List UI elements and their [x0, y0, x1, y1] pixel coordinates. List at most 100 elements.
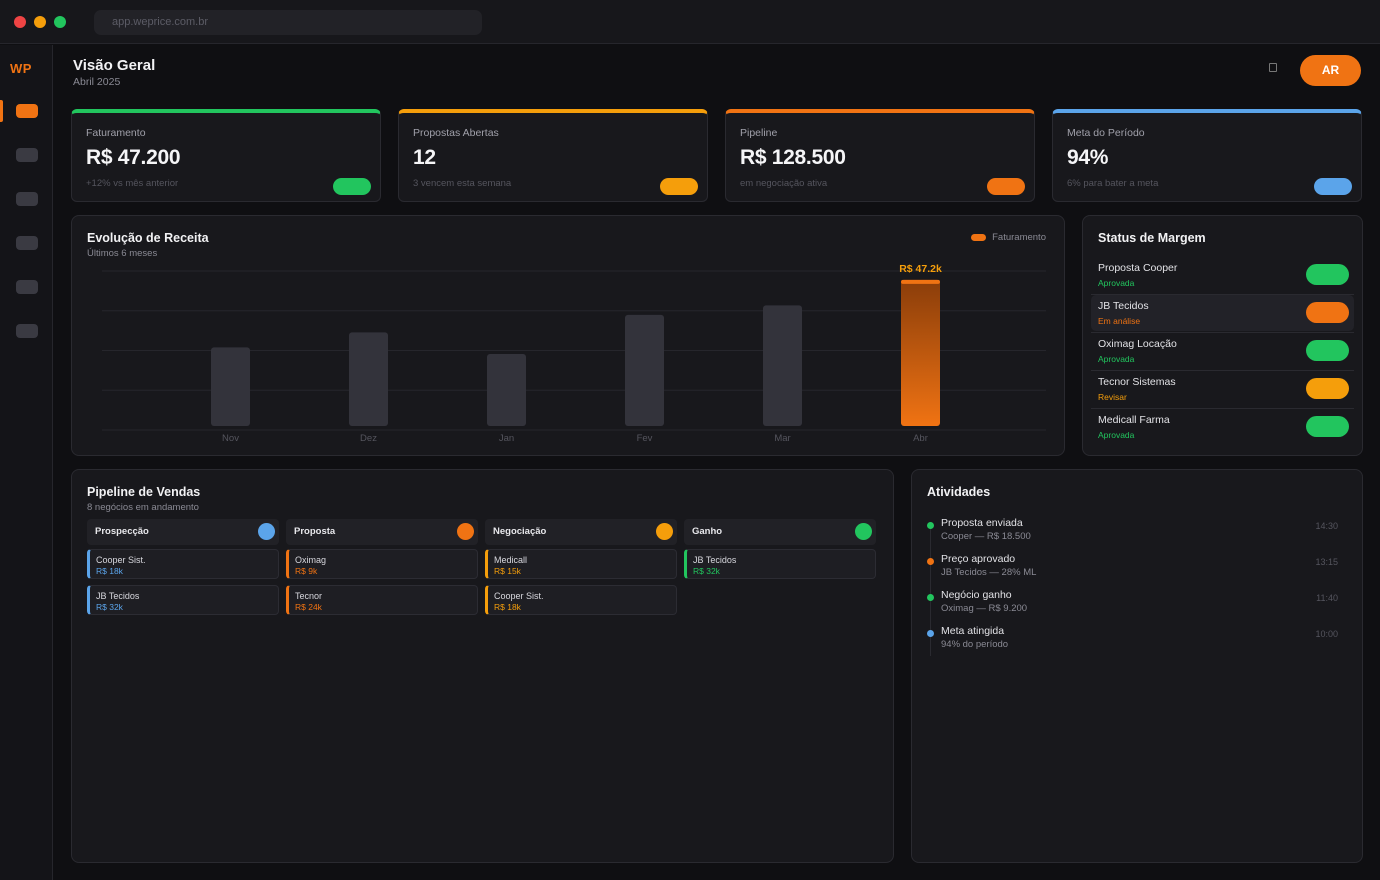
revenue-bar-mar[interactable]: [763, 305, 802, 426]
deal-card[interactable]: Cooper Sist. R$ 18k: [485, 585, 677, 615]
page-title: Visão Geral: [73, 57, 156, 74]
revenue-bar-jan[interactable]: [487, 353, 526, 426]
close-window-button[interactable]: [14, 16, 26, 28]
margin-row[interactable]: Tecnor Sistemas Revisar: [1091, 371, 1354, 407]
url-bar[interactable]: app.weprice.com.br: [94, 10, 482, 35]
pipeline-column-header[interactable]: Prospecção: [87, 519, 279, 545]
pipeline-column-dot: [855, 523, 872, 540]
revenue-bar-abr[interactable]: [901, 279, 940, 426]
user-avatar[interactable]: AR: [1300, 55, 1361, 86]
kpi-status-pill: [660, 178, 698, 195]
deal-name: Oximag: [295, 555, 327, 565]
margin-status-pill[interactable]: [1306, 340, 1349, 361]
kpi-card-open-proposals[interactable]: Propostas Abertas 12 3 vencem esta seman…: [398, 109, 708, 202]
maximize-window-button[interactable]: [54, 16, 66, 28]
notification-icon[interactable]: [1269, 63, 1277, 72]
pipeline-subtitle: 8 negócios em andamento: [87, 502, 199, 513]
deal-card[interactable]: JB Tecidos R$ 32k: [87, 585, 279, 615]
kpi-label: Faturamento: [86, 127, 146, 139]
legend-swatch: [971, 234, 987, 241]
activity-title: Negócio ganho: [941, 589, 1012, 601]
revenue-bar-nov[interactable]: [211, 347, 250, 426]
deal-card[interactable]: Oximag R$ 9k: [286, 549, 478, 579]
sidebar-item-pipeline-icon[interactable]: [16, 192, 38, 206]
deal-value: R$ 18k: [494, 602, 521, 612]
activity-dot: [927, 594, 934, 601]
kpi-status-pill: [333, 178, 371, 195]
deal-card[interactable]: Cooper Sist. R$ 18k: [87, 549, 279, 579]
kpi-value: R$ 47.200: [86, 146, 181, 169]
margin-status-text: Aprovada: [1098, 430, 1135, 440]
revenue-bar-fev[interactable]: [625, 314, 664, 426]
kpi-value: 94%: [1067, 146, 1109, 169]
x-tick-label: Abr: [913, 433, 928, 444]
deal-value: R$ 15k: [494, 566, 521, 576]
margin-row[interactable]: Proposta Cooper Aprovada: [1091, 257, 1354, 293]
activity-detail: 94% do período: [941, 639, 1009, 650]
deal-card[interactable]: Medicall R$ 15k: [485, 549, 677, 579]
margin-proposal-name: Medicall Farma: [1098, 414, 1170, 426]
app-logo[interactable]: WP: [10, 61, 32, 76]
x-tick-label: Nov: [222, 433, 239, 444]
sidebar-item-clients-icon[interactable]: [16, 236, 38, 250]
revenue-bar-dez[interactable]: [349, 332, 388, 426]
kpi-label: Propostas Abertas: [413, 127, 499, 139]
row-divider: [1091, 408, 1354, 409]
kpi-card-revenue[interactable]: Faturamento R$ 47.200 +12% vs mês anteri…: [71, 109, 381, 202]
pipeline-column-header[interactable]: Negociação: [485, 519, 677, 545]
margin-status-text: Aprovada: [1098, 278, 1135, 288]
deal-name: Cooper Sist.: [96, 555, 146, 565]
pipeline-column-dot: [457, 523, 474, 540]
deal-card[interactable]: Tecnor R$ 24k: [286, 585, 478, 615]
kpi-note: 3 vencem esta semana: [413, 178, 512, 189]
margin-proposal-name: Oximag Locação: [1098, 338, 1177, 350]
pipeline-column-header[interactable]: Ganho: [684, 519, 876, 545]
minimize-window-button[interactable]: [34, 16, 46, 28]
margin-status-pill[interactable]: [1306, 416, 1349, 437]
kpi-card-period-goal[interactable]: Meta do Período 94% 6% para bater a meta: [1052, 109, 1362, 202]
activity-title: Preço aprovado: [941, 553, 1016, 565]
deal-value: R$ 32k: [693, 566, 720, 576]
activity-time: 10:00: [1315, 629, 1338, 639]
pipeline-column-name: Ganho: [692, 526, 723, 537]
x-tick-label: Fev: [637, 433, 653, 444]
activity-dot: [927, 522, 934, 529]
sidebar-item-proposals-icon[interactable]: [16, 148, 38, 162]
kpi-value: 12: [413, 146, 436, 169]
pipeline-column-dot: [656, 523, 673, 540]
sidebar-item-settings-icon[interactable]: [16, 324, 38, 338]
sales-pipeline-panel: Pipeline de Vendas 8 negócios em andamen…: [71, 469, 894, 863]
activities-title: Atividades: [927, 485, 991, 499]
margin-status-title: Status de Margem: [1098, 231, 1206, 245]
margin-status-pill[interactable]: [1306, 378, 1349, 399]
timeline-line: [930, 526, 931, 656]
revenue-chart-title: Evolução de Receita: [87, 231, 209, 245]
activity-title: Meta atingida: [941, 625, 1005, 637]
activities-panel: Atividades Proposta enviada Cooper — R$ 1…: [911, 469, 1363, 863]
kpi-card-pipeline[interactable]: Pipeline R$ 128.500 em negociação ativa: [725, 109, 1035, 202]
revenue-chart-subtitle: Últimos 6 meses: [87, 248, 158, 259]
deal-card[interactable]: JB Tecidos R$ 32k: [684, 549, 876, 579]
highlight-value-label: R$ 47.2k: [899, 263, 942, 275]
deal-name: JB Tecidos: [693, 555, 737, 565]
margin-proposal-name: Proposta Cooper: [1098, 262, 1178, 274]
margin-status-panel: Status de Margem Proposta Cooper Aprovada…: [1082, 215, 1363, 456]
deal-name: Tecnor: [295, 591, 323, 601]
margin-row[interactable]: JB Tecidos Em análise: [1091, 295, 1354, 331]
margin-row[interactable]: Medicall Farma Aprovada: [1091, 409, 1354, 445]
kpi-value: R$ 128.500: [740, 146, 846, 169]
sidebar-item-dashboard-icon[interactable]: [16, 104, 38, 118]
margin-status-text: Em análise: [1098, 316, 1141, 326]
pipeline-column-header[interactable]: Proposta: [286, 519, 478, 545]
kpi-note: 6% para bater a meta: [1067, 178, 1159, 189]
sidebar-item-reports-icon[interactable]: [16, 280, 38, 294]
margin-row[interactable]: Oximag Locação Aprovada: [1091, 333, 1354, 369]
margin-status-pill[interactable]: [1306, 302, 1349, 323]
kpi-status-pill: [1314, 178, 1352, 195]
deal-value: R$ 9k: [295, 566, 318, 576]
pipeline-title: Pipeline de Vendas: [87, 485, 201, 499]
margin-status-pill[interactable]: [1306, 264, 1349, 285]
activity-dot: [927, 630, 934, 637]
activity-time: 11:40: [1316, 593, 1338, 603]
activity-time: 13:15: [1315, 557, 1338, 567]
